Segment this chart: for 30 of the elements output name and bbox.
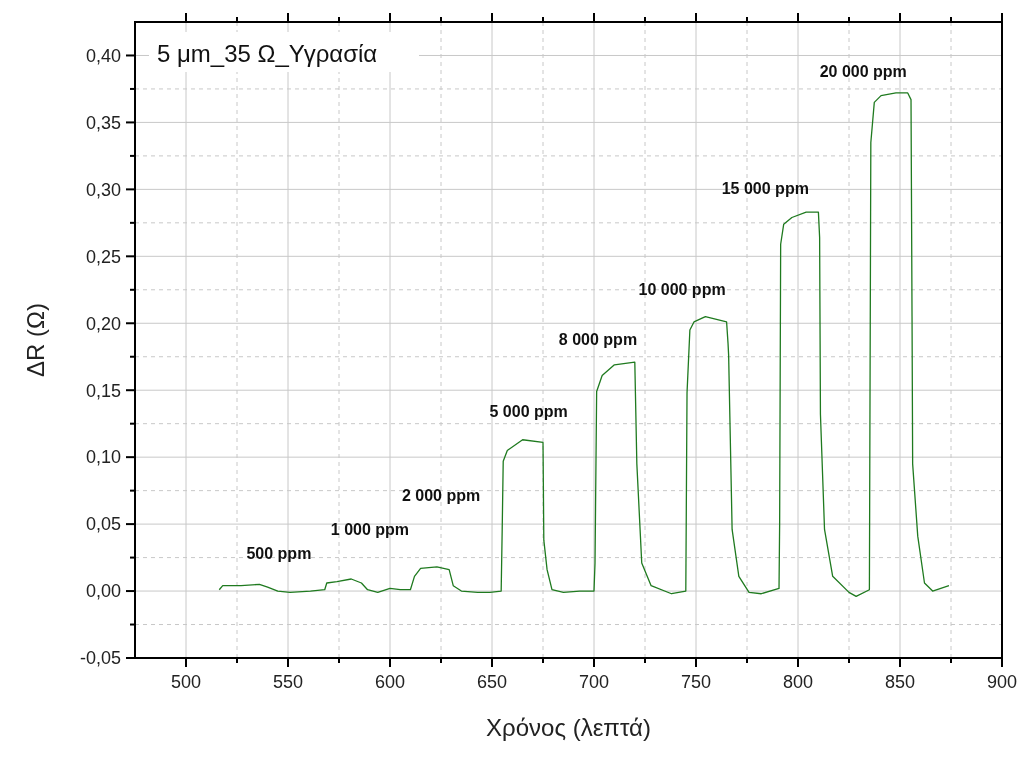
x-tick-label: 800	[782, 672, 814, 692]
y-tick-label: 0,40	[85, 45, 121, 66]
x-tick-label: 550	[272, 672, 304, 692]
x-tick-label: 900	[986, 672, 1018, 692]
annotation: 5 000 ppm	[489, 403, 568, 421]
x-tick-label: 750	[680, 672, 712, 692]
y-tick-label: -0,05	[79, 648, 121, 669]
y-tick-label: 0,20	[85, 313, 121, 334]
y-tick-label: 0,10	[85, 447, 121, 468]
x-axis-title: Χρόνος (λεπτά)	[486, 714, 651, 741]
y-tick-label: 0,00	[85, 581, 121, 602]
y-tick-label: 0,05	[85, 514, 121, 535]
x-tick-label: 850	[884, 672, 916, 692]
annotation: 8 000 ppm	[558, 330, 638, 348]
text: 5 μm_35 Ω_Υγρασία	[157, 40, 378, 67]
y-tick-label: 0,30	[85, 179, 121, 200]
y-tick-label: 0,35	[85, 112, 121, 133]
annotation: 500 ppm	[246, 545, 312, 563]
annotation: 2 000 ppm	[401, 487, 481, 505]
y-tick-label: 0,15	[85, 380, 121, 401]
x-tick-label: 500	[170, 672, 202, 692]
x-tick-label: 650	[476, 672, 508, 692]
annotation: 15 000 ppm	[721, 179, 809, 197]
annotation: 20 000 ppm	[819, 63, 907, 81]
x-tick-label: 600	[374, 672, 406, 692]
y-axis-title: ΔR (Ω)	[22, 303, 49, 377]
y-tick-label: 0,25	[85, 246, 121, 267]
annotation: 10 000 ppm	[638, 281, 726, 299]
x-tick-label: 700	[578, 672, 610, 692]
annotation: 1 000 ppm	[330, 521, 410, 539]
